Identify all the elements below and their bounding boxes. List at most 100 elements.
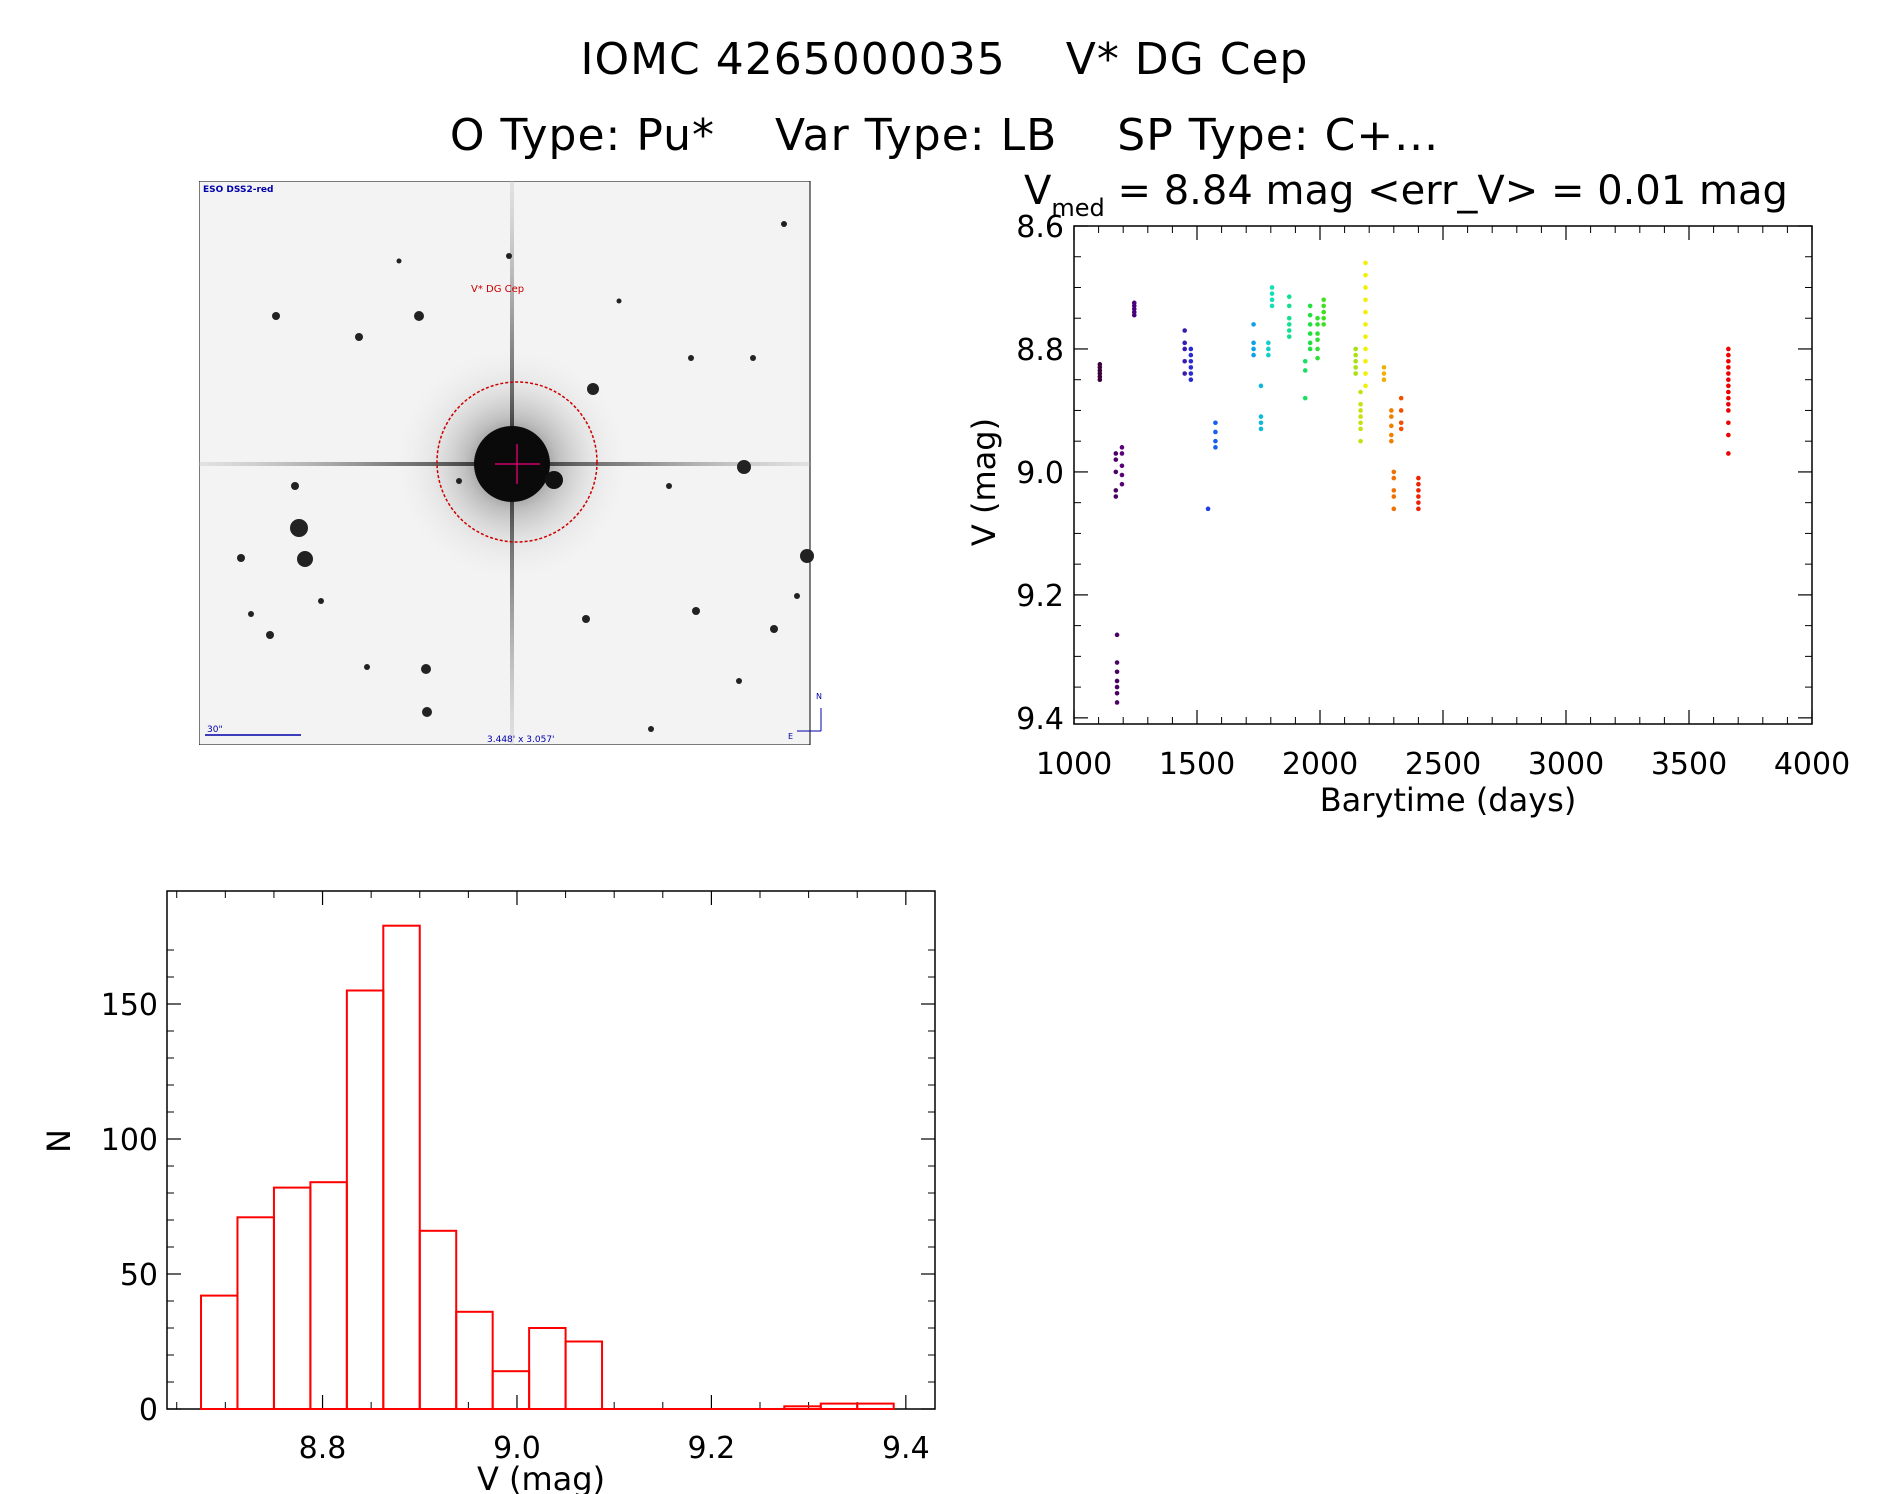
light-curve-point <box>1097 368 1103 373</box>
light-curve-point <box>1182 358 1187 364</box>
light-curve-point <box>1113 469 1119 475</box>
histogram-bar <box>491 1370 531 1410</box>
light-curve-point <box>1391 469 1397 475</box>
light-curve-point <box>1188 352 1194 358</box>
target-label: V* DG Cep <box>471 284 524 295</box>
light-curve-point <box>1391 506 1397 512</box>
light-curve-point <box>1358 401 1363 407</box>
scale-label: 30" <box>207 725 223 735</box>
light-curve-point <box>1251 352 1256 358</box>
compass-east: E <box>788 732 793 741</box>
light-curve-point <box>1097 374 1103 379</box>
sp-type: SP Type: C+... <box>1117 110 1440 161</box>
compass-icon <box>797 708 822 732</box>
light-curve-point <box>1315 322 1320 327</box>
light-curve-point <box>1358 420 1363 426</box>
lc-xtick-label: 2000 <box>1282 747 1358 782</box>
light-curve-point <box>1726 383 1731 389</box>
hist-xtick-label: 9.0 <box>493 1431 541 1466</box>
light-curve-point <box>1097 377 1103 383</box>
light-curve-point <box>1302 368 1308 373</box>
light-curve-point <box>1363 383 1368 389</box>
lc-xtick-label: 4000 <box>1774 747 1850 782</box>
histogram-bar <box>236 1216 275 1411</box>
light-curve-point <box>1353 371 1358 376</box>
light-curve-point <box>1416 475 1421 481</box>
light-curve-point <box>1119 472 1125 478</box>
light-curve-point <box>1389 438 1394 444</box>
light-curve-point <box>1726 346 1731 352</box>
light-curve-point <box>1391 494 1397 499</box>
object-id: IOMC 4265000035 <box>580 34 1006 85</box>
histogram-xlabel: V (mag) <box>477 1460 605 1494</box>
light-curve-point <box>1269 291 1275 296</box>
hist-xtick-label: 9.4 <box>882 1431 930 1466</box>
lc-xtick-label: 1000 <box>1036 747 1112 782</box>
light-curve-point <box>1114 700 1120 705</box>
light-curve-point <box>1321 303 1326 309</box>
light-curve-point <box>1416 506 1421 512</box>
histogram-bar <box>200 1294 239 1410</box>
light-curve-point <box>1286 328 1292 333</box>
field-stars <box>237 221 814 732</box>
histogram-bar <box>819 1402 859 1410</box>
light-curve-point <box>1726 395 1731 401</box>
hist-ytick-label: 50 <box>120 1258 158 1293</box>
light-curve-point <box>1113 451 1119 456</box>
light-curve-point <box>1113 488 1119 493</box>
light-curve-point <box>1131 312 1137 318</box>
light-curve-point <box>1353 352 1358 358</box>
light-curve-point <box>1213 445 1218 450</box>
light-curve-point <box>1114 632 1120 638</box>
var-type: Var Type: LB <box>774 110 1058 161</box>
light-curve-title: Vmed = 8.84 mag <err_V> = 0.01 mag <box>1024 168 1788 222</box>
light-curve-point <box>1119 463 1125 469</box>
hist-xtick-label: 8.8 <box>299 1431 347 1466</box>
light-curve-point <box>1381 371 1387 376</box>
lc-ytick-label: 8.6 <box>1016 210 1064 245</box>
light-curve-point <box>1251 322 1256 327</box>
target-cross <box>495 444 540 484</box>
object-types: O Type: Pu* Var Type: LB SP Type: C+... <box>0 110 1889 161</box>
light-curve-point <box>1358 426 1363 432</box>
light-curve-point <box>1726 401 1731 407</box>
histogram-bar <box>345 989 385 1410</box>
o-type: O Type: Pu* <box>449 110 715 161</box>
lc-ytick-label: 8.8 <box>1016 333 1064 368</box>
light-curve-point <box>1097 371 1103 376</box>
lc-ytick-label: 9.2 <box>1016 579 1064 614</box>
light-curve-point <box>1363 334 1368 339</box>
light-curve-point <box>1726 352 1731 358</box>
aperture-circle <box>436 381 598 543</box>
light-curve-point <box>1391 488 1397 493</box>
light-curve-point <box>1182 371 1187 376</box>
light-curve-point <box>1286 334 1292 339</box>
light-curve-frame <box>1073 225 1813 725</box>
light-curve-point <box>1113 457 1119 462</box>
histogram-bar <box>455 1310 494 1411</box>
light-curve-point <box>1726 377 1731 383</box>
histogram-bar <box>856 1402 895 1410</box>
lc-ytick-label: 9.4 <box>1016 702 1064 737</box>
light-curve-point <box>1315 315 1320 321</box>
histogram-bar <box>528 1327 567 1410</box>
light-curve-point <box>1188 365 1194 370</box>
light-curve-point <box>1307 340 1313 346</box>
light-curve-point <box>1188 377 1194 383</box>
light-curve-point <box>1726 371 1731 376</box>
light-curve-point <box>1726 365 1731 370</box>
histogram-bar <box>564 1340 604 1410</box>
light-curve-point <box>1315 355 1320 361</box>
light-curve-point <box>1286 294 1292 300</box>
histogram-bar <box>309 1181 348 1410</box>
light-curve-point <box>1321 322 1326 327</box>
light-curve-point <box>1182 346 1187 352</box>
light-curve-point <box>1391 475 1397 481</box>
light-curve-point <box>1286 322 1292 327</box>
companion-star <box>545 471 563 489</box>
lc-xtick-label: 2500 <box>1405 747 1481 782</box>
light-curve-point <box>1307 331 1313 336</box>
light-curve-point <box>1114 678 1120 684</box>
survey-label: ESO DSS2-red <box>203 185 273 195</box>
light-curve-ylabel: V (mag) <box>965 418 1003 546</box>
